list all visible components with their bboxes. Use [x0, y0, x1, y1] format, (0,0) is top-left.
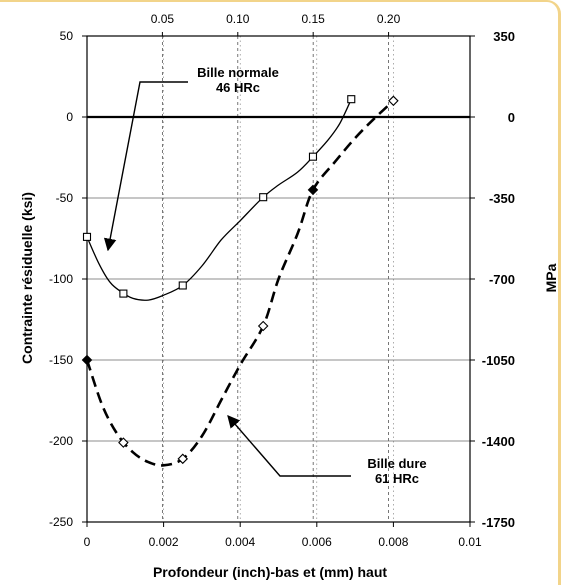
x2-tick-label-1: 0.10: [226, 12, 250, 26]
y2-tick-label-4: -1050: [482, 353, 515, 368]
y-tick-label-6: -250: [49, 515, 73, 529]
series-1-point-2: [177, 453, 189, 465]
series-0-point-2: [178, 281, 187, 290]
y-axis-label: Contrainte résiduelle (ksi): [19, 192, 35, 364]
y2-tick-label-3: -700: [489, 272, 515, 287]
series-1-point-3: [257, 320, 269, 332]
series-line-1: [85, 99, 395, 467]
x-tick-label-0: 0: [84, 535, 91, 549]
series-line-0: [86, 98, 352, 301]
x2-tick-label-3: 0.20: [377, 12, 401, 26]
y-tick-label-4: -150: [49, 353, 73, 367]
y2-tick-label-2: -350: [489, 191, 515, 206]
x-axis-label: Profondeur (inch)-bas et (mm) haut: [153, 564, 387, 580]
series-0-point-4: [308, 152, 318, 161]
x-tick-label-1: 0.002: [149, 535, 179, 549]
y-tick-label-0: 50: [60, 29, 74, 43]
axis-ticks: 50 0 -50 -100 -150 -200 -250 350 0 -350 -700 -1050 -…: [49, 12, 515, 549]
series-1-point-4: [307, 184, 319, 196]
annotation-normal-line1: Bille normale: [197, 65, 279, 80]
x-tick-label-4: 0.008: [378, 535, 408, 549]
y-tick-label-2: -50: [56, 191, 74, 205]
series-1-point-1: [118, 437, 129, 448]
annotation-hard-arrow: [227, 415, 351, 477]
x-tick-label-3: 0.006: [302, 535, 332, 549]
x-tick-label-2: 0.004: [225, 535, 255, 549]
series-0-point-3: [259, 193, 268, 202]
y-tick-label-3: -100: [49, 272, 73, 286]
series-0-point-1: [119, 289, 128, 298]
x2-tick-label-2: 0.15: [302, 12, 326, 26]
series-1-point-0: [81, 354, 93, 366]
marker-layer: [81, 95, 399, 465]
annotation-hard-line2: 61 HRc: [375, 471, 419, 486]
y2-axis-label: MPa: [543, 263, 559, 292]
y-tick-label-1: 0: [66, 110, 73, 124]
horizontal-gridlines: [87, 197, 470, 442]
series-1-point-5: [388, 95, 399, 107]
y2-tick-label-0: 350: [493, 29, 515, 44]
y2-tick-label-1: 0: [508, 110, 515, 125]
y-tick-label-5: -200: [49, 434, 73, 448]
annotation-normal-arrow: [103, 81, 188, 252]
x2-tick-label-0: 0.05: [151, 12, 175, 26]
series-0-point-0: [82, 232, 92, 241]
annotation-hard-line1: Bille dure: [367, 456, 426, 471]
y2-tick-label-6: -1750: [482, 515, 515, 530]
y2-tick-label-5: -1400: [482, 434, 515, 449]
annotation-normal-line2: 46 HRc: [216, 80, 260, 95]
series-0-point-5: [347, 95, 356, 104]
x-tick-label-5: 0.01: [458, 535, 482, 549]
